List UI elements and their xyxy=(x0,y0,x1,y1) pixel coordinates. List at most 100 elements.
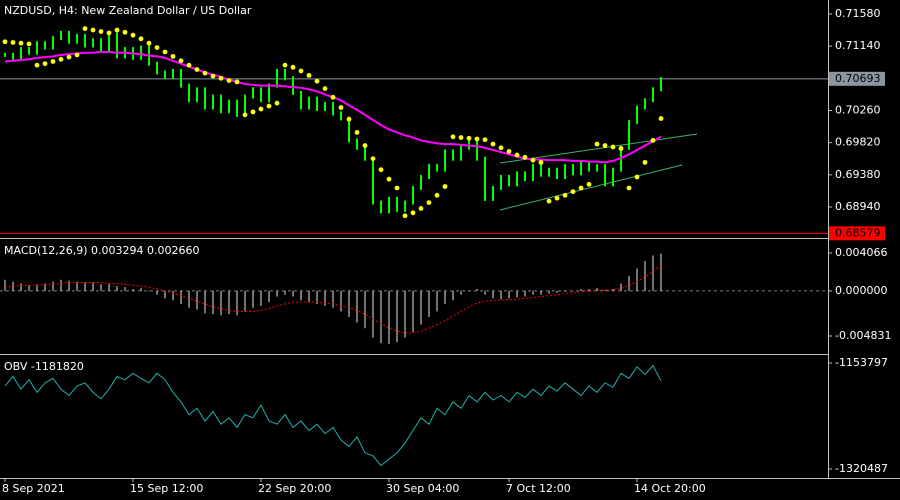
bar xyxy=(4,52,6,57)
bar xyxy=(532,164,534,182)
sar-dot xyxy=(410,210,416,216)
histogram-bar xyxy=(204,290,206,314)
sar-dot xyxy=(578,185,584,191)
histogram-bar xyxy=(412,290,414,332)
histogram-bar xyxy=(652,255,654,291)
sar-dot xyxy=(418,206,424,211)
price-label: 0.68579 xyxy=(835,226,881,239)
bar xyxy=(452,149,454,161)
sar-dot xyxy=(610,144,616,150)
sar-dot xyxy=(322,86,328,91)
signal-line xyxy=(4,265,662,334)
obv-line xyxy=(4,364,662,467)
histogram-bar xyxy=(628,276,630,291)
sar-dot xyxy=(154,45,160,50)
sar-dot xyxy=(634,174,640,180)
bar xyxy=(172,68,174,79)
sar-dot xyxy=(50,59,56,64)
histogram-bar xyxy=(436,290,438,312)
bar xyxy=(108,32,110,53)
obv-label: OBV -1181820 xyxy=(4,360,84,373)
bar xyxy=(212,94,214,110)
bar xyxy=(348,116,350,143)
bar xyxy=(588,160,590,172)
histogram-bar xyxy=(580,289,582,291)
histogram-bar xyxy=(444,290,446,304)
sar-dot xyxy=(570,189,576,195)
sar-dot xyxy=(602,143,608,148)
bar xyxy=(420,175,422,190)
sar-dot xyxy=(506,149,512,154)
histogram-bar xyxy=(148,290,150,292)
bar xyxy=(20,47,22,60)
histogram-bar xyxy=(156,290,158,295)
sar-dot xyxy=(130,32,136,38)
bar xyxy=(500,175,502,190)
price-label-box xyxy=(829,71,885,86)
histogram-bar xyxy=(404,290,406,338)
histogram-bar xyxy=(308,290,310,303)
histogram-bar xyxy=(300,290,302,301)
sar-dot xyxy=(34,62,40,68)
sar-dot xyxy=(282,62,288,68)
bar xyxy=(396,196,398,212)
bar xyxy=(436,164,438,172)
sar-dot xyxy=(274,100,280,106)
bar xyxy=(236,99,238,117)
chart-title: NZDUSD, H4: New Zealand Dollar / US Doll… xyxy=(4,4,252,17)
bar xyxy=(36,41,38,55)
bar xyxy=(460,145,462,161)
histogram-bar xyxy=(276,290,278,297)
y-tick-label: 0.71580 xyxy=(835,7,881,20)
histogram-bar xyxy=(180,290,182,304)
histogram-bar xyxy=(468,290,470,292)
bar xyxy=(540,164,542,177)
bar xyxy=(60,30,62,41)
frame xyxy=(0,0,900,479)
sar-dot xyxy=(618,146,624,151)
bar xyxy=(308,96,310,110)
sar-dot xyxy=(266,103,272,109)
histogram-bar xyxy=(548,290,550,294)
sar-dot xyxy=(122,29,128,35)
sar-dot xyxy=(18,40,24,46)
sar-dot xyxy=(210,73,216,79)
histogram-bar xyxy=(236,290,238,316)
bar xyxy=(204,87,206,110)
sar-dot xyxy=(474,136,480,142)
histogram-bar xyxy=(52,281,54,291)
bar xyxy=(388,196,390,214)
sar-dot xyxy=(298,68,304,74)
sar-dot xyxy=(26,41,32,47)
bar xyxy=(556,167,558,179)
sar-dot xyxy=(290,64,296,70)
sar-dot xyxy=(402,213,408,219)
bar xyxy=(468,138,470,150)
histogram-bar xyxy=(492,290,494,299)
sar-dot xyxy=(626,185,632,191)
bar xyxy=(316,96,318,112)
histogram-bar xyxy=(252,290,254,308)
bar xyxy=(484,156,486,201)
histogram-bar xyxy=(196,290,198,310)
sar-dot xyxy=(186,62,192,68)
histogram-bar xyxy=(44,283,46,291)
bar xyxy=(604,164,606,187)
bar xyxy=(228,99,230,114)
sar-dot xyxy=(354,130,360,135)
bar xyxy=(220,94,222,114)
histogram-bar xyxy=(596,288,598,291)
bar xyxy=(140,45,142,60)
x-tick-label: 7 Oct 12:00 xyxy=(506,482,571,495)
sar-dot xyxy=(554,195,560,201)
bar xyxy=(428,164,430,179)
histogram-bar xyxy=(524,290,526,297)
bar xyxy=(268,83,270,103)
y-tick-label: 0.000000 xyxy=(835,284,888,297)
histogram-bar xyxy=(540,290,542,295)
histogram-bar xyxy=(100,284,102,291)
bar xyxy=(52,36,54,50)
histogram-bar xyxy=(20,283,22,291)
histogram-bar xyxy=(212,290,214,315)
histogram-bar xyxy=(388,290,390,345)
